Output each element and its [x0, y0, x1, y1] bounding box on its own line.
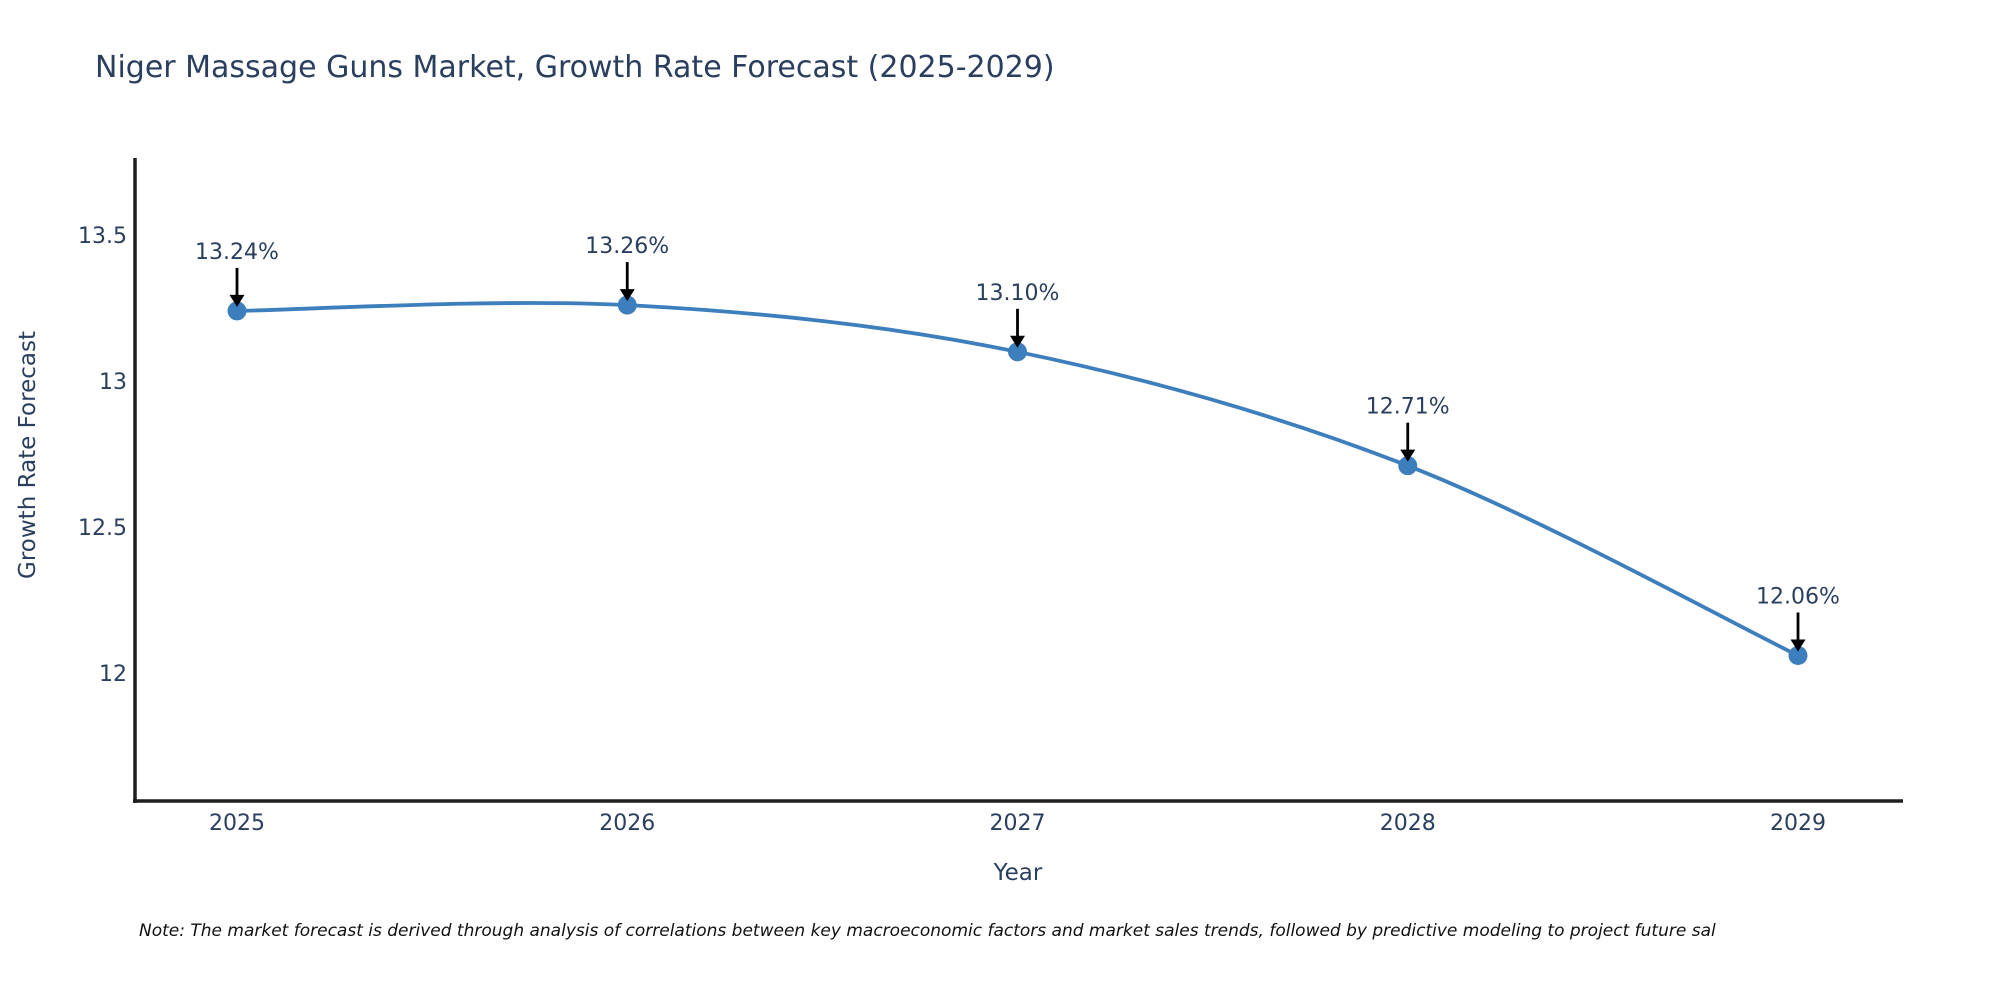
data-point[interactable] — [1788, 645, 1808, 665]
x-tick-label: 2025 — [209, 811, 265, 836]
annotation-arrowhead-icon — [1790, 639, 1806, 652]
y-tick-label: 12.5 — [78, 516, 127, 541]
footnote-text: Note: The market forecast is derived thr… — [139, 921, 1716, 941]
y-tick-label: 13.5 — [78, 224, 127, 249]
data-point-label: 13.24% — [195, 240, 279, 265]
annotation-arrowhead-icon — [1010, 335, 1025, 348]
y-tick-label: 12 — [99, 662, 127, 687]
chart-title: Niger Massage Guns Market, Growth Rate F… — [95, 50, 1055, 85]
x-axis-title: Year — [993, 860, 1043, 886]
annotation-arrowhead-icon — [229, 294, 245, 307]
data-point[interactable] — [1008, 342, 1027, 362]
x-tick-label: 2028 — [1380, 811, 1436, 836]
x-tick-label: 2029 — [1770, 811, 1826, 836]
data-point[interactable] — [227, 301, 247, 321]
annotation-arrowhead-icon — [1400, 449, 1416, 462]
y-axis-title: Growth Rate Forecast — [15, 331, 41, 579]
x-tick-label: 2026 — [599, 811, 655, 836]
data-point[interactable] — [617, 295, 637, 315]
data-point[interactable] — [1398, 456, 1418, 476]
y-tick-label: 13 — [99, 370, 127, 395]
data-point-label: 13.26% — [585, 234, 669, 259]
annotation-arrowhead-icon — [619, 289, 635, 302]
data-point-label: 12.06% — [1756, 584, 1840, 609]
data-point-label: 12.71% — [1366, 395, 1450, 420]
data-point-label: 13.10% — [976, 281, 1060, 306]
x-tick-label: 2027 — [990, 811, 1046, 836]
